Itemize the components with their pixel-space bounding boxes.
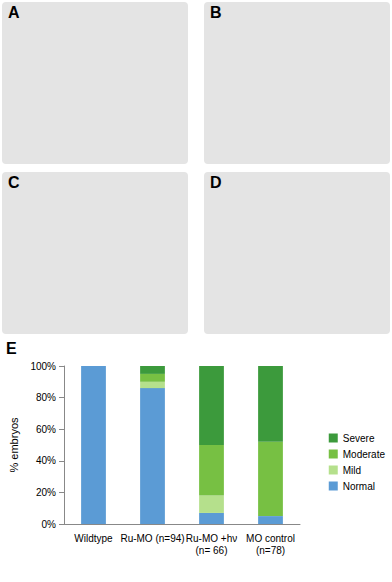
svg-text:Moderate: Moderate [343, 449, 386, 460]
svg-text:(n=78): (n=78) [256, 545, 285, 556]
svg-text:0%: 0% [42, 519, 57, 530]
svg-text:100%: 100% [30, 361, 56, 372]
svg-text:Mild: Mild [343, 465, 361, 476]
html-text:E: E [6, 340, 17, 357]
svg-text:(n= 66): (n= 66) [196, 545, 228, 556]
html-text:D: D [210, 174, 222, 191]
html-text:B: B [210, 4, 222, 21]
svg-text:Ru-MO +hν: Ru-MO +hν [186, 533, 237, 544]
svg-text:Ru-MO (n=94): Ru-MO (n=94) [120, 533, 184, 544]
svg-text:MO control: MO control [246, 533, 295, 544]
html-text:C: C [8, 174, 20, 191]
svg-text:20%: 20% [36, 487, 56, 498]
svg-text:80%: 80% [36, 392, 56, 403]
svg-text:40%: 40% [36, 455, 56, 466]
svg-text:Severe: Severe [343, 433, 375, 444]
svg-text:60%: 60% [36, 424, 56, 435]
svg-text:Normal: Normal [343, 481, 375, 492]
svg-text:% embryos: % embryos [8, 417, 20, 473]
svg-text:Wildtype: Wildtype [74, 533, 113, 544]
html-text:A: A [8, 4, 20, 21]
